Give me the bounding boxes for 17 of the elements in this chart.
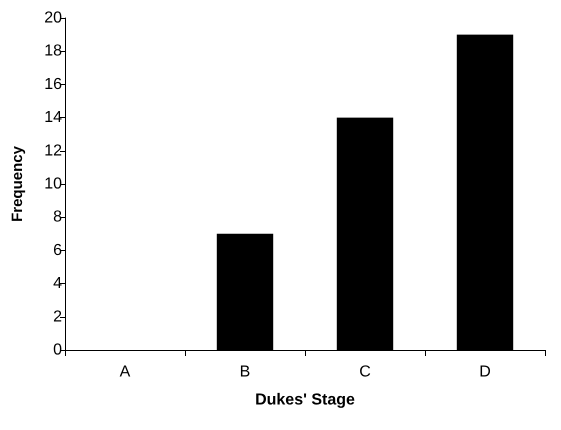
y-tick-label: 6 [53, 242, 62, 259]
x-tick-label: B [240, 364, 250, 380]
y-tick-label: 8 [53, 208, 62, 226]
y-tick-label: 2 [53, 308, 62, 326]
x-tick-label: A [120, 364, 131, 380]
y-tick-label: 10 [44, 176, 62, 192]
y-tick-label: 20 [44, 10, 62, 26]
y-tick-label: 0 [53, 342, 62, 358]
x-tick-label: C [359, 364, 371, 380]
y-tick-label: 18 [44, 42, 62, 60]
y-tick-label: 14 [44, 109, 62, 126]
x-axis-title: Dukes' Stage [255, 392, 356, 408]
y-tick-label: 12 [44, 142, 62, 160]
x-tick-label: D [479, 364, 491, 380]
y-tick-label: 16 [44, 76, 62, 93]
y-axis-title: Frequency [9, 145, 26, 222]
y-tick-label: 4 [53, 275, 62, 292]
